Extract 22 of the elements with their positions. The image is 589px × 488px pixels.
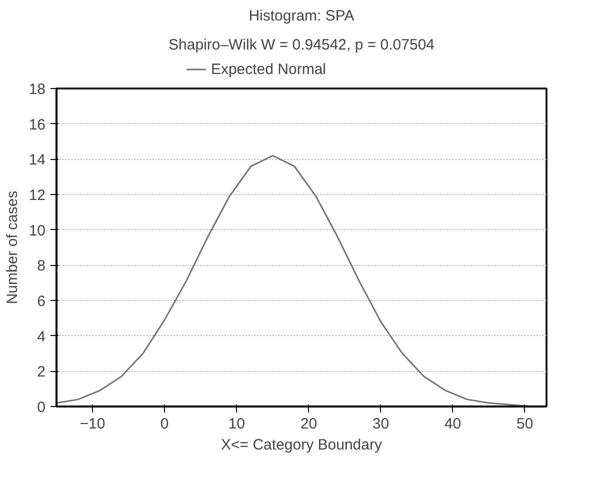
x-tick-label: 50	[516, 416, 534, 432]
y-tick-label: 6	[37, 293, 46, 310]
y-tick-label: 2	[37, 364, 46, 381]
x-tick-label: 10	[228, 416, 245, 432]
y-axis-title: Number of cases	[4, 190, 21, 304]
y-tick-label: 4	[37, 328, 46, 346]
x-tick-label: 30	[372, 416, 390, 432]
y-tick-label: 0	[37, 399, 46, 416]
chart-title: Histogram: SPA	[248, 8, 354, 24]
y-tick-label: 14	[28, 152, 46, 169]
x-tick-label: −10	[80, 416, 106, 432]
x-tick-label: 40	[444, 416, 462, 432]
y-tick-label: 10	[28, 222, 46, 240]
x-tick-label: 20	[300, 416, 318, 432]
legend-label: Expected Normal	[210, 60, 326, 78]
y-tick-label: 8	[37, 258, 46, 275]
y-tick-label: 16	[28, 116, 46, 134]
chart-subtitle: Shapiro–Wilk W = 0.94542, p = 0.07504	[168, 36, 435, 54]
x-tick-label: 0	[160, 416, 169, 432]
x-axis-title: X<= Category Boundary	[221, 436, 382, 454]
y-tick-label: 12	[28, 187, 46, 204]
y-tick-label: 18	[28, 81, 46, 98]
